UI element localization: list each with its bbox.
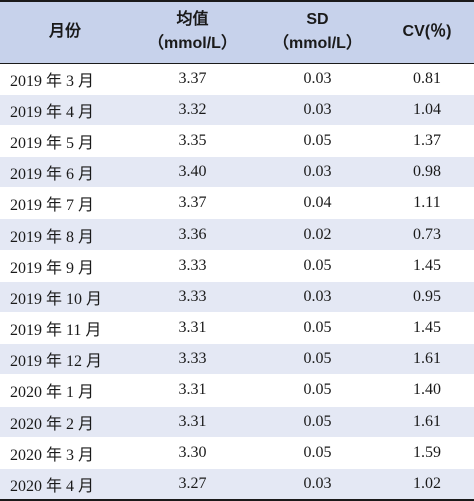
cell-month: 2019 年 11 月 [0,312,130,345]
cell-sd: 0.05 [255,125,380,158]
table-row: 2019 年 8 月 3.36 0.02 0.73 [0,218,474,251]
cell-month: 2019 年 6 月 [0,156,130,189]
cell-cv: 1.61 [380,406,474,438]
header-sd-label: SD [306,11,329,29]
table-row: 2019 年 9 月 3.33 0.05 1.45 [0,250,474,282]
cell-mean: 3.37 [130,187,255,220]
cell-month: 2019 年 5 月 [0,125,130,158]
header-mean: 均值 （mmol/L） [130,0,255,64]
cell-mean: 3.33 [130,343,255,376]
header-sd-unit: （mmol/L） [273,35,362,53]
cell-mean: 3.30 [130,437,255,469]
cell-mean: 3.40 [130,156,255,189]
cell-sd: 0.05 [255,343,380,376]
table-body: 2019 年 3 月 3.37 0.03 0.81 2019 年 4 月 3.32 0.03… [0,63,474,501]
header-cv-label: CV(％) [402,23,452,41]
header-cv: CV(％) [380,0,474,64]
cell-mean: 3.33 [130,250,255,282]
cell-mean: 3.27 [130,468,255,501]
cell-month: 2020 年 2 月 [0,406,130,438]
cell-cv: 0.81 [380,63,474,95]
table-row: 2019 年 6 月 3.40 0.03 0.98 [0,156,474,189]
table-row: 2019 年 11 月 3.31 0.05 1.45 [0,312,474,345]
cell-sd: 0.05 [255,250,380,282]
cell-month: 2019 年 9 月 [0,250,130,282]
cell-sd: 0.05 [255,406,380,438]
cell-cv: 0.73 [380,218,474,251]
cell-mean: 3.31 [130,312,255,345]
cell-sd: 0.03 [255,63,380,95]
table-row: 2020 年 1 月 3.31 0.05 1.40 [0,374,474,407]
cell-month: 2020 年 3 月 [0,437,130,469]
cell-month: 2020 年 1 月 [0,374,130,407]
cell-cv: 1.45 [380,250,474,282]
table-row: 2020 年 2 月 3.31 0.05 1.61 [0,406,474,438]
cell-mean: 3.36 [130,218,255,251]
cell-cv: 1.59 [380,437,474,469]
cell-month: 2019 年 4 月 [0,94,130,126]
cell-month: 2019 年 8 月 [0,218,130,251]
cell-cv: 1.11 [380,187,474,220]
table-header: 月份 均值 （mmol/L） SD （mmol/L） CV(％) [0,0,474,64]
cell-cv: 1.61 [380,343,474,376]
cell-mean: 3.35 [130,125,255,158]
cell-sd: 0.04 [255,187,380,220]
cell-mean: 3.32 [130,94,255,126]
cell-month: 2020 年 4 月 [0,468,130,501]
cell-sd: 0.03 [255,281,380,314]
cell-cv: 0.95 [380,281,474,314]
header-month-label: 月份 [48,23,81,41]
cell-cv: 1.40 [380,374,474,407]
table-row: 2020 年 4 月 3.27 0.03 1.02 [0,468,474,501]
cell-mean: 3.33 [130,281,255,314]
cell-month: 2019 年 7 月 [0,187,130,220]
table-row: 2019 年 3 月 3.37 0.03 0.81 [0,63,474,95]
cell-sd: 0.05 [255,312,380,345]
cell-cv: 0.98 [380,156,474,189]
header-row: 月份 均值 （mmol/L） SD （mmol/L） CV(％) [0,0,474,64]
header-mean-label: 均值 [176,11,209,29]
cell-month: 2019 年 12 月 [0,343,130,376]
table-row: 2020 年 3 月 3.30 0.05 1.59 [0,437,474,469]
cell-month: 2019 年 10 月 [0,281,130,314]
cell-month: 2019 年 3 月 [0,63,130,95]
cell-cv: 1.04 [380,94,474,126]
cell-sd: 0.02 [255,218,380,251]
table-row: 2019 年 5 月 3.35 0.05 1.37 [0,125,474,158]
table-row: 2019 年 12 月 3.33 0.05 1.61 [0,343,474,376]
cell-sd: 0.03 [255,156,380,189]
cell-cv: 1.37 [380,125,474,158]
header-sd: SD （mmol/L） [255,0,380,64]
cell-sd: 0.05 [255,437,380,469]
cell-mean: 3.37 [130,63,255,95]
cell-mean: 3.31 [130,406,255,438]
header-mean-unit: （mmol/L） [148,35,237,53]
table-row: 2019 年 4 月 3.32 0.03 1.04 [0,94,474,126]
table-row: 2019 年 10 月 3.33 0.03 0.95 [0,281,474,314]
header-month: 月份 [0,0,130,64]
cell-sd: 0.03 [255,468,380,501]
cell-mean: 3.31 [130,374,255,407]
cell-sd: 0.03 [255,94,380,126]
table-row: 2019 年 7 月 3.37 0.04 1.11 [0,187,474,220]
cell-sd: 0.05 [255,374,380,407]
cell-cv: 1.02 [380,468,474,501]
cell-cv: 1.45 [380,312,474,345]
